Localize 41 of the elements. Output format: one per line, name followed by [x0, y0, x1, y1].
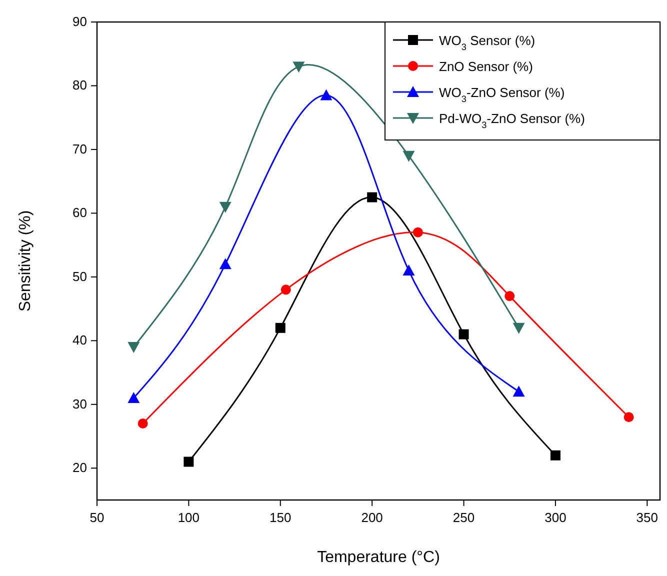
y-tick-label: 50	[72, 268, 87, 284]
point	[512, 386, 525, 397]
point	[458, 329, 469, 340]
point	[138, 418, 148, 429]
point	[402, 150, 415, 162]
y-tick-label: 90	[72, 14, 87, 29]
point	[412, 227, 423, 238]
legend-label: Pd-WO$_{3}$-ZnO Sensor (%)	[439, 111, 585, 130]
point	[128, 392, 140, 404]
x-tick-label: 50	[90, 510, 104, 525]
point	[292, 62, 305, 73]
point	[219, 258, 232, 270]
x-tick-label: 350	[636, 510, 658, 525]
y-tick-label: 70	[72, 141, 87, 156]
point	[128, 342, 140, 354]
legend-label: ZnO Sensor (%)	[439, 59, 533, 74]
x-tick-label: 200	[361, 510, 383, 525]
legend-label: WO$_{3}$ Sensor (%)	[439, 33, 536, 52]
x-tick-label: 100	[178, 510, 200, 525]
point	[504, 291, 515, 302]
point	[624, 412, 634, 422]
point	[219, 202, 232, 213]
x-tick-label: 250	[452, 510, 475, 525]
point	[402, 264, 415, 276]
point	[367, 192, 378, 202]
point	[512, 322, 525, 334]
y-tick-label: 60	[72, 205, 87, 220]
x-tick-label: 150	[270, 510, 292, 525]
y-tick-label: 30	[72, 396, 87, 412]
y-tick-label: 80	[72, 78, 87, 93]
y-tick-label: 40	[72, 332, 87, 348]
point	[320, 89, 332, 100]
y-axis-title: Sensitivity (%)	[17, 210, 34, 312]
point	[275, 322, 286, 333]
x-tick-label: 300	[544, 510, 566, 525]
point	[184, 456, 194, 467]
point	[280, 284, 291, 295]
y-tick-label: 20	[72, 460, 87, 476]
point	[550, 450, 560, 460]
x-axis-title: Temperature (°C)	[317, 549, 440, 566]
legend-label: WO$_{3}$-ZnO Sensor (%)	[439, 85, 565, 104]
